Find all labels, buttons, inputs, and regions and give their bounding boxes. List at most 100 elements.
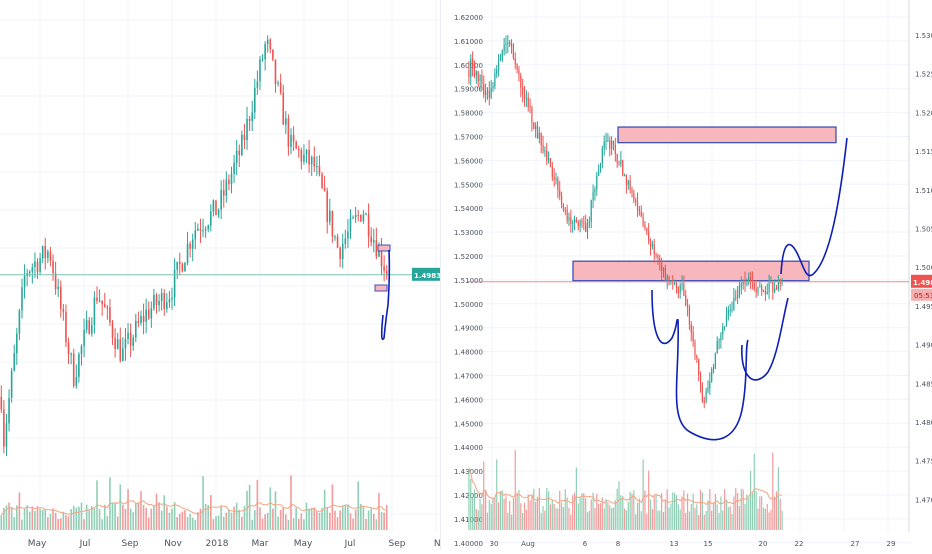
left-candle-body <box>378 247 380 257</box>
left-volume-bar <box>31 506 34 530</box>
left-volume-bar <box>145 508 147 530</box>
right-left-price-label: 1.52000 <box>454 253 483 261</box>
right-candle-body <box>703 400 705 403</box>
left-candle-body <box>329 210 331 222</box>
left-candle-body <box>277 82 279 84</box>
left-volume-bar <box>158 502 160 530</box>
right-volume-bar <box>688 511 691 530</box>
right-price-axis-label: 1.50000 <box>915 264 932 272</box>
left-candle-body <box>135 320 137 338</box>
right-candle-body <box>514 58 516 65</box>
left-volume-bar <box>347 504 349 530</box>
left-volume-bar <box>266 512 269 530</box>
left-candle-body <box>62 308 65 312</box>
right-x-tick-label: Aug <box>521 540 535 548</box>
left-candle-body <box>352 217 354 219</box>
left-volume-bar <box>147 517 150 530</box>
right-candle-body <box>522 87 524 95</box>
left-volume-bar <box>171 508 173 530</box>
left-candle-body <box>109 307 111 323</box>
left-volume-bar <box>241 516 243 530</box>
left-candle-body <box>18 310 21 334</box>
right-volume-bar <box>485 489 487 530</box>
right-volume-bar <box>522 513 524 530</box>
right-candle-body <box>664 267 666 283</box>
left-candle-body <box>297 148 300 151</box>
left-volume-bar <box>194 519 197 530</box>
right-candle-body <box>518 70 520 76</box>
breakout-projection-drawing[interactable] <box>780 137 848 277</box>
right-candle-body <box>694 341 696 356</box>
right-candle-body <box>551 166 553 178</box>
right-volume-bar <box>681 496 683 530</box>
left-volume-bar <box>178 513 181 530</box>
left-volume-bar <box>191 517 194 530</box>
left-candle-body <box>347 231 349 239</box>
right-candle-body <box>677 287 679 294</box>
left-candle-body <box>88 320 91 334</box>
left-chart-pane[interactable]: MayJulSepNov2018MarMayJulSepNo1.49836 <box>0 0 447 550</box>
right-chart-pane[interactable]: 1.620001.610001.600001.590001.580001.570… <box>439 0 932 550</box>
left-volume-bar <box>163 495 166 530</box>
support-zone-box[interactable] <box>572 260 810 282</box>
left-hand-drawn-projection[interactable] <box>380 249 391 340</box>
inverse-head-and-shoulders-drawing[interactable] <box>651 289 749 441</box>
right-candle-body <box>605 141 607 143</box>
left-support-zone[interactable] <box>374 284 388 292</box>
left-resistance-zone[interactable] <box>377 244 391 252</box>
left-volume-bar <box>256 479 259 530</box>
right-left-price-label: 1.44000 <box>454 444 483 452</box>
left-volume-bar <box>153 505 155 530</box>
left-candle-body <box>228 179 230 185</box>
left-volume-bar <box>235 502 238 530</box>
left-volume-bar <box>349 513 352 530</box>
right-volume-bar <box>696 504 698 530</box>
left-candle-body <box>290 135 292 147</box>
right-left-price-label: 1.50000 <box>454 301 483 309</box>
right-candle-body <box>573 219 576 224</box>
left-candle-body <box>106 307 109 309</box>
left-candle-body <box>215 200 217 216</box>
right-volume-bar <box>779 498 781 530</box>
right-price-axis-label: 1.51500 <box>915 148 932 156</box>
left-candle-body <box>140 315 142 324</box>
left-volume-bar <box>103 504 106 530</box>
right-candle-body <box>529 106 531 108</box>
right-candlestick-chart[interactable]: 1.620001.610001.600001.590001.580001.570… <box>439 0 932 550</box>
right-candle-body <box>683 284 685 296</box>
left-volume-bar <box>34 511 36 530</box>
right-candle-body <box>698 358 700 376</box>
left-candle-body <box>158 301 160 306</box>
right-shoulder-drawing[interactable] <box>741 297 789 381</box>
left-candle-body <box>248 118 251 121</box>
right-candle-body <box>712 368 715 370</box>
resistance-zone-box[interactable] <box>617 126 837 144</box>
left-candle-body <box>129 332 132 346</box>
right-volume-bar <box>575 467 577 530</box>
right-volume-bar <box>677 504 679 530</box>
left-candle-body <box>210 211 212 226</box>
left-volume-bar <box>184 510 186 530</box>
right-volume-bar <box>661 493 663 530</box>
right-left-price-label: 1.45000 <box>454 420 483 428</box>
left-candle-body <box>199 228 202 231</box>
left-volume-bar <box>243 506 246 530</box>
right-candle-body <box>724 326 726 328</box>
left-volume-bar <box>310 507 313 530</box>
right-candle-body <box>757 287 759 293</box>
right-volume-bar <box>690 503 692 530</box>
right-volume-bar <box>518 489 520 530</box>
right-candle-body <box>472 58 474 69</box>
left-volume-bar <box>67 516 70 530</box>
right-volume-bar <box>770 510 772 530</box>
left-candle-body <box>3 409 5 447</box>
left-volume-bar <box>80 502 83 530</box>
right-volume-bar <box>494 496 496 530</box>
right-candle-body <box>596 175 598 190</box>
right-candle-body <box>725 314 728 327</box>
right-candle-body <box>661 262 663 271</box>
right-volume-bar <box>703 514 705 530</box>
left-candle-body <box>266 39 269 45</box>
right-candle-body <box>486 90 489 92</box>
left-candlestick-chart[interactable]: MayJulSepNov2018MarMayJulSepNo1.49836 <box>0 0 447 550</box>
